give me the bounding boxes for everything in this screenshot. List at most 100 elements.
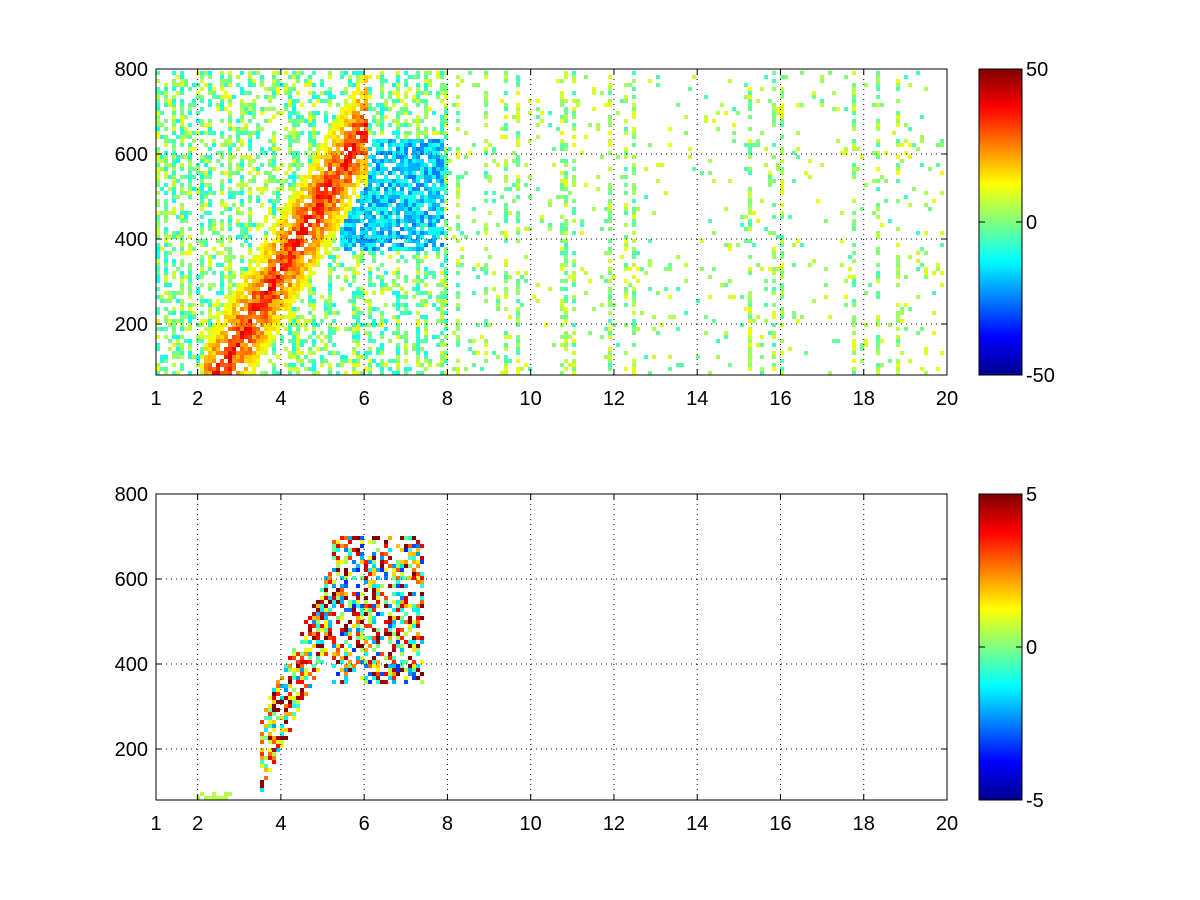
heatmap-cell [204, 343, 208, 347]
heatmap-cell [236, 371, 240, 375]
heatmap-cell [268, 315, 272, 319]
heatmap-cell [272, 199, 276, 203]
heatmap-cell [504, 175, 508, 179]
heatmap-cell [484, 123, 488, 127]
heatmap-cell [180, 183, 184, 187]
heatmap-cell [352, 95, 356, 99]
heatmap-cell [476, 275, 480, 279]
heatmap-cell [356, 616, 360, 620]
heatmap-cell [296, 71, 300, 75]
heatmap-cell [900, 307, 904, 311]
heatmap-cell [360, 311, 364, 315]
heatmap-cell [632, 111, 636, 115]
heatmap-cell [256, 167, 260, 171]
heatmap-cell [632, 251, 636, 255]
heatmap-cell [512, 183, 516, 187]
heatmap-cell [300, 692, 304, 696]
heatmap-cell [320, 211, 324, 215]
heatmap-cell [404, 119, 408, 123]
heatmap-cell [520, 367, 524, 371]
heatmap-cell [416, 552, 420, 556]
heatmap-cell [412, 147, 416, 151]
heatmap-cell [404, 139, 408, 143]
heatmap-cell [448, 147, 452, 151]
heatmap-cell [180, 323, 184, 327]
heatmap-cell [896, 99, 900, 103]
heatmap-cell [440, 271, 444, 275]
heatmap-cell [376, 223, 380, 227]
heatmap-cell [296, 319, 300, 323]
heatmap-cell [240, 275, 244, 279]
heatmap-cell [208, 267, 212, 271]
heatmap-cell [704, 331, 708, 335]
heatmap-cell [416, 271, 420, 275]
heatmap-cell [444, 295, 448, 299]
heatmap-cell [844, 75, 848, 79]
heatmap-cell [748, 207, 752, 211]
heatmap-cell [288, 167, 292, 171]
heatmap-cell [288, 187, 292, 191]
heatmap-cell [292, 343, 296, 347]
heatmap-cell [392, 564, 396, 568]
heatmap-cell [188, 187, 192, 191]
heatmap-cell [352, 307, 356, 311]
heatmap-cell [408, 644, 412, 648]
heatmap-cell [348, 235, 352, 239]
heatmap-cell [424, 243, 428, 247]
heatmap-cell [772, 215, 776, 219]
heatmap-cell [292, 203, 296, 207]
heatmap-cell [384, 656, 388, 660]
heatmap-cell [408, 219, 412, 223]
heatmap-cell [188, 311, 192, 315]
heatmap-cell [280, 231, 284, 235]
heatmap-cell [404, 680, 408, 684]
heatmap-cell [308, 195, 312, 199]
heatmap-cell [200, 75, 204, 79]
heatmap-cell [436, 151, 440, 155]
heatmap-cell [376, 191, 380, 195]
heatmap-cell [380, 123, 384, 127]
heatmap-cell [308, 279, 312, 283]
heatmap-cell [308, 183, 312, 187]
heatmap-cell [312, 143, 316, 147]
heatmap-cell [312, 179, 316, 183]
heatmap-cell [164, 95, 168, 99]
heatmap-cell [840, 239, 844, 243]
heatmap-cell [240, 351, 244, 355]
heatmap-cell [372, 219, 376, 223]
heatmap-cell [416, 620, 420, 624]
heatmap-cell [456, 303, 460, 307]
heatmap-cell [196, 239, 200, 243]
heatmap-cell [572, 167, 576, 171]
heatmap-cell [400, 199, 404, 203]
heatmap-cell [360, 576, 364, 580]
heatmap-cell [188, 287, 192, 291]
heatmap-cell [380, 231, 384, 235]
heatmap-cell [424, 275, 428, 279]
heatmap-cell [348, 620, 352, 624]
heatmap-cell [424, 323, 428, 327]
heatmap-cell [164, 299, 168, 303]
heatmap-cell [304, 355, 308, 359]
heatmap-cell [380, 287, 384, 291]
heatmap-cell [348, 175, 352, 179]
heatmap-cell [388, 159, 392, 163]
heatmap-cell [564, 99, 568, 103]
heatmap-cell [336, 548, 340, 552]
heatmap-cell [744, 239, 748, 243]
heatmap-cell [328, 255, 332, 259]
heatmap-cell [624, 351, 628, 355]
heatmap-cell [224, 347, 228, 351]
heatmap-cell [204, 183, 208, 187]
heatmap-cell [344, 195, 348, 199]
heatmap-cell [388, 147, 392, 151]
heatmap-cell [416, 175, 420, 179]
heatmap-cell [920, 135, 924, 139]
heatmap-cell [280, 267, 284, 271]
heatmap-cell [284, 303, 288, 307]
heatmap-cell [416, 359, 420, 363]
heatmap-cell [608, 331, 612, 335]
heatmap-cell [896, 263, 900, 267]
heatmap-cell [380, 179, 384, 183]
heatmap-cell [328, 351, 332, 355]
